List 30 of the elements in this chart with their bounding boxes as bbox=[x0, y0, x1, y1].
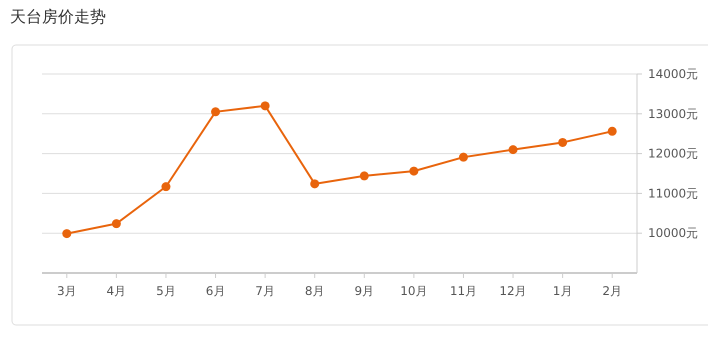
x-tick-label: 10月 bbox=[400, 284, 428, 298]
x-tick-label: 5月 bbox=[156, 284, 176, 298]
x-tick-label: 11月 bbox=[450, 284, 478, 298]
point bbox=[508, 145, 518, 154]
point bbox=[211, 107, 220, 116]
point bbox=[260, 101, 270, 110]
y-tick-label: 11000元 bbox=[648, 186, 698, 200]
x-tick-label: 12月 bbox=[499, 284, 527, 298]
point bbox=[112, 219, 121, 228]
point bbox=[409, 166, 418, 176]
point bbox=[161, 182, 170, 192]
x-tick-label: 9月 bbox=[354, 284, 374, 298]
y-tick-label: 13000元 bbox=[648, 106, 698, 121]
x-tick-label: 4月 bbox=[106, 284, 126, 298]
point bbox=[62, 229, 72, 238]
x-tick-label: 2月 bbox=[602, 284, 622, 298]
x-tick-label: 1月 bbox=[552, 284, 572, 298]
y-tick-label: 10000元 bbox=[648, 226, 698, 240]
point bbox=[558, 138, 568, 147]
y-tick-label: 12000元 bbox=[648, 146, 698, 161]
chart-title: 天台房价走势 bbox=[10, 7, 106, 26]
point bbox=[360, 171, 369, 180]
x-tick-label: 6月 bbox=[206, 284, 226, 298]
point bbox=[458, 152, 468, 162]
x-tick-label: 7月 bbox=[255, 284, 275, 298]
point bbox=[310, 179, 320, 188]
x-tick-label: 3月 bbox=[56, 284, 77, 298]
x-tick-label: 8月 bbox=[304, 284, 325, 298]
point bbox=[608, 126, 617, 136]
y-tick-label: 14000元 bbox=[648, 67, 698, 81]
